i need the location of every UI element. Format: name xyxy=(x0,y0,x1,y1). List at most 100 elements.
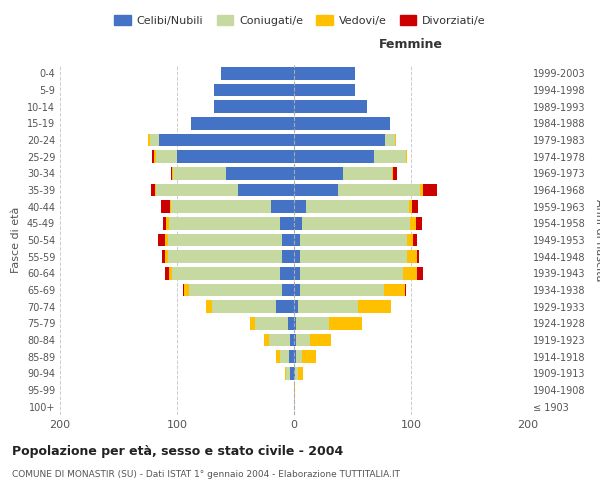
Bar xyxy=(294,67,355,80)
Bar xyxy=(166,234,167,246)
Bar xyxy=(392,167,394,179)
Bar xyxy=(294,134,385,146)
Bar xyxy=(263,334,269,346)
Bar xyxy=(154,150,156,163)
Bar xyxy=(294,150,374,163)
Bar xyxy=(294,300,298,313)
Bar xyxy=(160,134,294,146)
Bar xyxy=(294,367,295,380)
Bar xyxy=(152,150,154,163)
Bar xyxy=(300,267,403,280)
Bar xyxy=(189,284,283,296)
Bar xyxy=(343,167,392,179)
Bar xyxy=(395,134,396,146)
Bar xyxy=(394,167,397,179)
Bar xyxy=(161,200,170,213)
Bar xyxy=(214,84,294,96)
Bar xyxy=(300,234,407,246)
Bar xyxy=(290,367,294,380)
Bar xyxy=(294,384,295,396)
Bar xyxy=(269,334,290,346)
Bar xyxy=(155,184,156,196)
Bar xyxy=(191,117,294,130)
Bar xyxy=(167,234,283,246)
Bar xyxy=(294,184,338,196)
Bar xyxy=(294,234,300,246)
Bar xyxy=(173,167,226,179)
Bar xyxy=(296,350,302,363)
Bar xyxy=(167,250,283,263)
Bar xyxy=(177,150,294,163)
Bar xyxy=(295,367,298,380)
Bar xyxy=(238,184,294,196)
Bar xyxy=(284,367,286,380)
Bar xyxy=(409,200,412,213)
Bar xyxy=(413,234,417,246)
Bar xyxy=(385,134,395,146)
Bar xyxy=(280,350,289,363)
Bar xyxy=(417,250,419,263)
Bar xyxy=(172,167,173,179)
Bar xyxy=(151,184,155,196)
Bar xyxy=(294,200,306,213)
Bar xyxy=(294,334,296,346)
Bar xyxy=(294,350,296,363)
Bar xyxy=(250,317,256,330)
Bar xyxy=(183,284,184,296)
Bar xyxy=(310,334,331,346)
Bar xyxy=(166,267,169,280)
Text: Femmine: Femmine xyxy=(379,38,443,51)
Bar xyxy=(329,317,362,330)
Bar xyxy=(294,167,343,179)
Bar xyxy=(280,217,294,230)
Bar xyxy=(256,317,288,330)
Bar xyxy=(214,100,294,113)
Bar xyxy=(294,100,367,113)
Bar xyxy=(156,150,177,163)
Legend: Celibi/Nubili, Coniugati/e, Vedovi/e, Divorziati/e: Celibi/Nubili, Coniugati/e, Vedovi/e, Di… xyxy=(110,10,490,30)
Bar xyxy=(403,267,417,280)
Bar xyxy=(416,217,422,230)
Bar xyxy=(384,284,405,296)
Bar xyxy=(294,250,300,263)
Text: COMUNE DI MONASTIR (SU) - Dati ISTAT 1° gennaio 2004 - Elaborazione TUTTITALIA.I: COMUNE DI MONASTIR (SU) - Dati ISTAT 1° … xyxy=(12,470,400,479)
Y-axis label: Fasce di età: Fasce di età xyxy=(11,207,21,273)
Bar xyxy=(271,200,294,213)
Bar xyxy=(166,217,169,230)
Bar xyxy=(171,167,172,179)
Bar xyxy=(407,234,413,246)
Bar xyxy=(212,300,277,313)
Bar xyxy=(298,300,358,313)
Bar xyxy=(294,317,296,330)
Bar xyxy=(422,184,437,196)
Bar xyxy=(298,367,304,380)
Bar xyxy=(158,234,166,246)
Bar xyxy=(289,350,294,363)
Bar xyxy=(300,284,384,296)
Bar xyxy=(283,250,294,263)
Bar xyxy=(306,200,409,213)
Bar xyxy=(417,267,423,280)
Bar xyxy=(294,217,302,230)
Bar xyxy=(277,300,294,313)
Bar xyxy=(150,134,160,146)
Bar xyxy=(170,200,171,213)
Y-axis label: Anni di nascita: Anni di nascita xyxy=(594,198,600,281)
Bar xyxy=(296,317,329,330)
Bar xyxy=(171,200,271,213)
Bar xyxy=(294,267,300,280)
Bar xyxy=(296,334,310,346)
Bar xyxy=(283,234,294,246)
Bar xyxy=(148,134,150,146)
Bar xyxy=(221,67,294,80)
Bar xyxy=(294,284,300,296)
Bar xyxy=(410,217,416,230)
Bar xyxy=(169,217,280,230)
Bar xyxy=(300,250,407,263)
Bar xyxy=(226,167,294,179)
Bar xyxy=(302,350,316,363)
Bar xyxy=(156,184,238,196)
Bar xyxy=(338,184,421,196)
Bar xyxy=(358,300,391,313)
Bar xyxy=(172,267,280,280)
